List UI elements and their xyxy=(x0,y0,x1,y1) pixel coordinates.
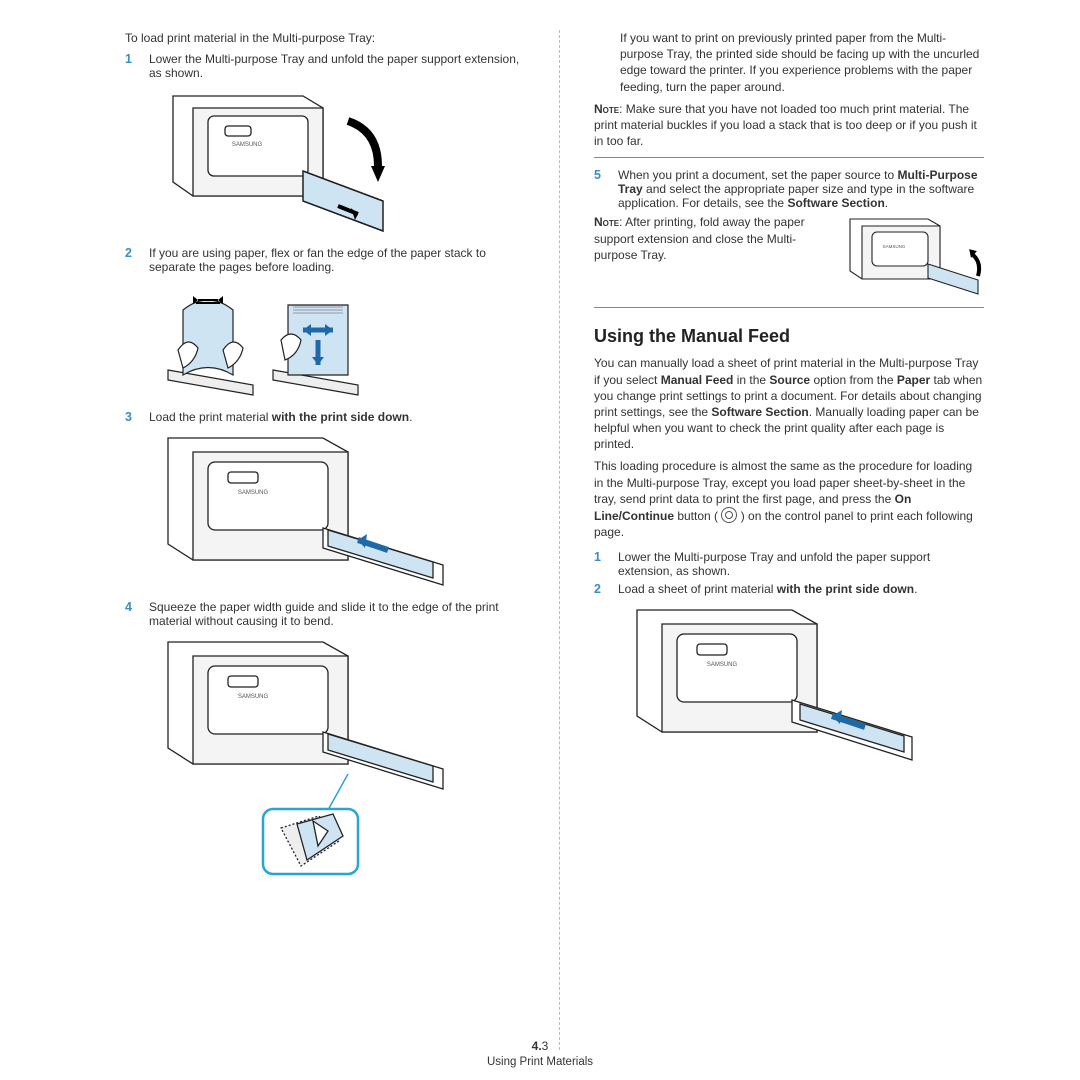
svg-text:SAMSUNG: SAMSUNG xyxy=(883,244,906,249)
svg-text:SAMSUNG: SAMSUNG xyxy=(232,142,263,148)
svg-text:SAMSUNG: SAMSUNG xyxy=(238,694,269,700)
step-1: 1 Lower the Multi-purpose Tray and unfol… xyxy=(125,52,525,80)
svg-text:SAMSUNG: SAMSUNG xyxy=(238,490,269,496)
rule xyxy=(594,307,984,308)
figure-lower-tray: SAMSUNG xyxy=(153,86,393,236)
figure-manual-feed: SAMSUNG xyxy=(622,602,922,767)
step-2: 2 If you are using paper, flex or fan th… xyxy=(125,246,525,274)
figure-width-guide: SAMSUNG xyxy=(153,634,453,884)
intro-text: To load print material in the Multi-purp… xyxy=(125,30,525,46)
step-text: Load a sheet of print material with the … xyxy=(618,582,984,596)
step-number: 2 xyxy=(125,246,139,274)
step-number: 2 xyxy=(594,582,608,596)
continuation-paragraph: If you want to print on previously print… xyxy=(620,30,984,95)
manual-feed-para-1: You can manually load a sheet of print m… xyxy=(594,355,984,452)
step-text: Load the print material with the print s… xyxy=(149,410,525,424)
right-column: If you want to print on previously print… xyxy=(564,30,994,1060)
column-divider xyxy=(559,30,560,1050)
manual-feed-para-2: This loading procedure is almost the sam… xyxy=(594,458,984,540)
section-heading: Using the Manual Feed xyxy=(594,326,984,347)
left-column: To load print material in the Multi-purp… xyxy=(125,30,555,1060)
step-number: 5 xyxy=(594,168,608,210)
online-continue-icon xyxy=(721,507,737,523)
svg-text:SAMSUNG: SAMSUNG xyxy=(707,662,738,668)
manual-step-1: 1 Lower the Multi-purpose Tray and unfol… xyxy=(594,550,984,578)
step-3: 3 Load the print material with the print… xyxy=(125,410,525,424)
step-text: Lower the Multi-purpose Tray and unfold … xyxy=(618,550,984,578)
step-text: If you are using paper, flex or fan the … xyxy=(149,246,525,274)
figure-load-paper: SAMSUNG xyxy=(153,430,453,590)
manual-step-2: 2 Load a sheet of print material with th… xyxy=(594,582,984,596)
note-2: Note: After printing, fold away the pape… xyxy=(594,214,984,299)
step-text: When you print a document, set the paper… xyxy=(618,168,984,210)
step-number: 3 xyxy=(125,410,139,424)
step-number: 4 xyxy=(125,600,139,628)
step-text: Lower the Multi-purpose Tray and unfold … xyxy=(149,52,525,80)
step-number: 1 xyxy=(125,52,139,80)
note-1: Note: Make sure that you have not loaded… xyxy=(594,101,984,150)
figure-fan-paper xyxy=(153,280,373,400)
figure-fold-tray: SAMSUNG xyxy=(844,214,984,299)
rule xyxy=(594,157,984,158)
step-5: 5 When you print a document, set the pap… xyxy=(594,168,984,210)
page-footer: 4.3 Using Print Materials xyxy=(0,1039,1080,1068)
step-text: Squeeze the paper width guide and slide … xyxy=(149,600,525,628)
step-4: 4 Squeeze the paper width guide and slid… xyxy=(125,600,525,628)
step-number: 1 xyxy=(594,550,608,578)
